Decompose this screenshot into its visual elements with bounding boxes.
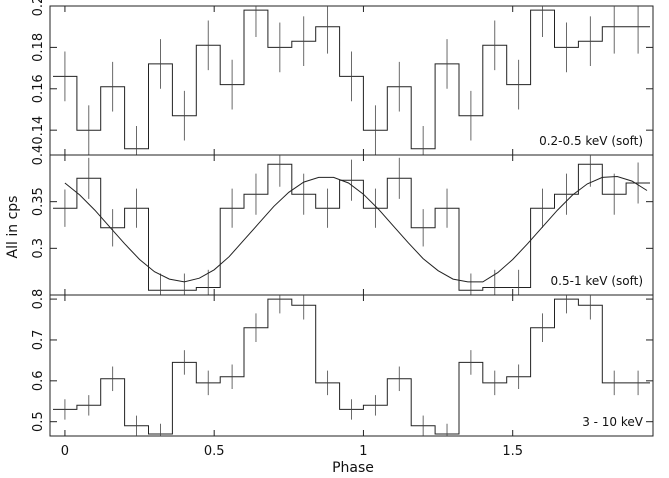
y-axis-title: All in cps	[5, 196, 21, 259]
panel-label: 0.2-0.5 keV (soft)	[539, 134, 643, 148]
x-tick-label: 0.5	[204, 444, 225, 459]
panel-data	[53, 295, 650, 436]
panel-1: 0.14 0.16 0.18 0.2 0.2-0.5 keV (soft)	[31, 0, 654, 156]
y-tick-label: 0.16	[31, 74, 46, 103]
panel-frame	[49, 294, 654, 437]
x-tick-label: 1.5	[502, 444, 523, 459]
y-tick-label: 0.4	[31, 145, 46, 166]
y-tick-label: 0.6	[31, 370, 46, 391]
panel-3: 0.5 0.6 0.7 0.8 3 - 10 keV	[31, 289, 654, 437]
x-axis-title: Phase	[332, 460, 374, 476]
histogram-series	[53, 298, 650, 435]
y-tick-label: 0.2	[31, 0, 46, 16]
y-tick-label: 0.5	[31, 411, 46, 432]
x-tick-label: 0	[61, 444, 69, 459]
panel-data	[53, 155, 650, 295]
y-tick-label: 0.7	[31, 330, 46, 351]
y-tick-label: 0.18	[31, 33, 46, 62]
model-curve	[64, 175, 648, 283]
x-tick-label: 1	[359, 444, 367, 459]
y-tick-label: 0.14	[31, 116, 46, 145]
panel-label: 3 - 10 keV	[582, 415, 644, 429]
histogram-series	[53, 9, 650, 150]
y-tick-label: 0.3	[31, 238, 46, 259]
panel-2: 0.3 0.35 0.4 0.5-1 keV (soft)	[31, 145, 654, 296]
y-tick-label: 0.8	[31, 289, 46, 310]
panel-label: 0.5-1 keV (soft)	[551, 274, 643, 288]
y-tick-label: 0.35	[31, 187, 46, 216]
panel-data	[53, 6, 650, 155]
